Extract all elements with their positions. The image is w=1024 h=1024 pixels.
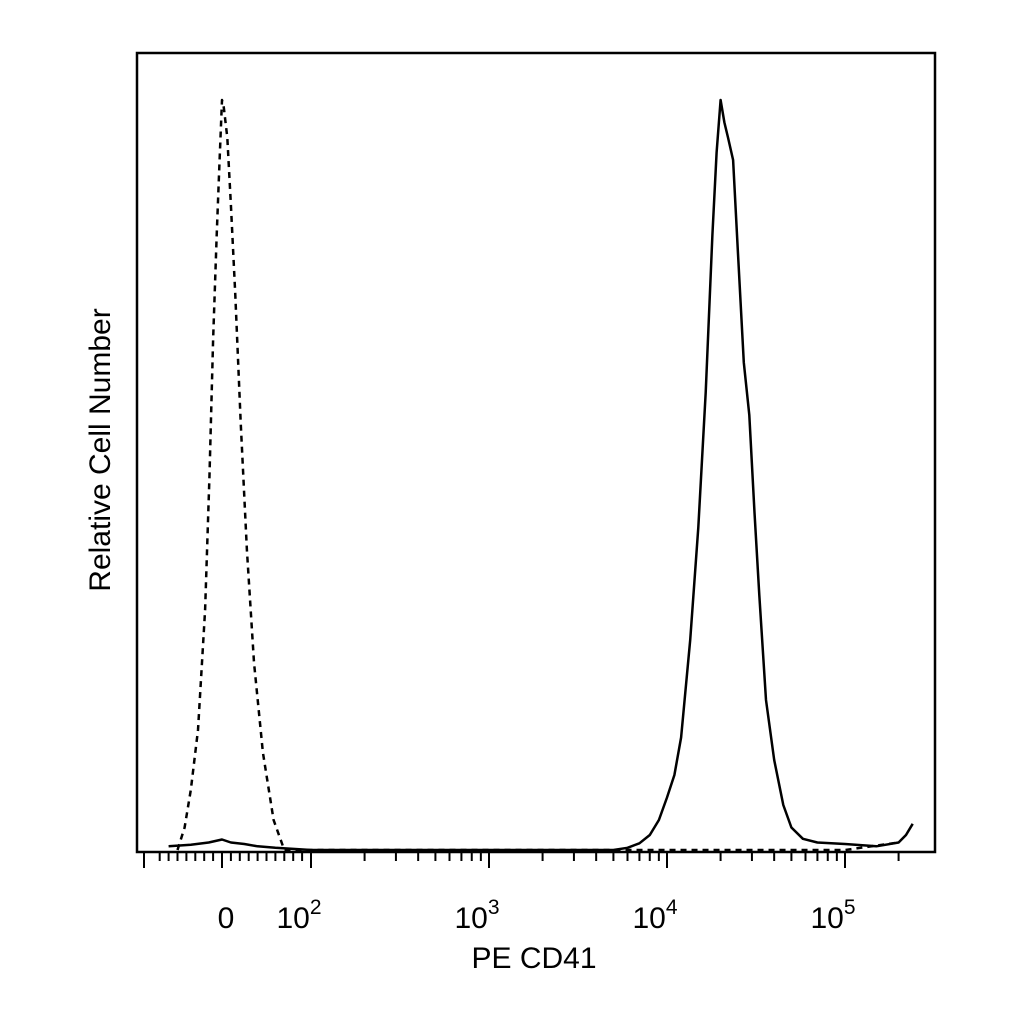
x-axis-label: PE CD41 — [471, 942, 596, 975]
control-histogram-line — [176, 98, 899, 852]
x-tick-label: 103 — [454, 896, 499, 935]
stained-histogram-line — [168, 98, 914, 852]
x-tick-label: 104 — [632, 896, 677, 935]
x-axis-tick-labels: 0 102 103 104 105 — [218, 896, 856, 935]
y-axis-label: Relative Cell Number — [84, 308, 117, 591]
x-tick-label: 102 — [276, 896, 321, 935]
x-tick-label: 0 — [218, 902, 235, 935]
plot-frame — [135, 51, 937, 854]
x-axis-ticks — [143, 852, 900, 868]
series-layer — [168, 98, 914, 852]
x-tick-label: 105 — [810, 896, 855, 935]
